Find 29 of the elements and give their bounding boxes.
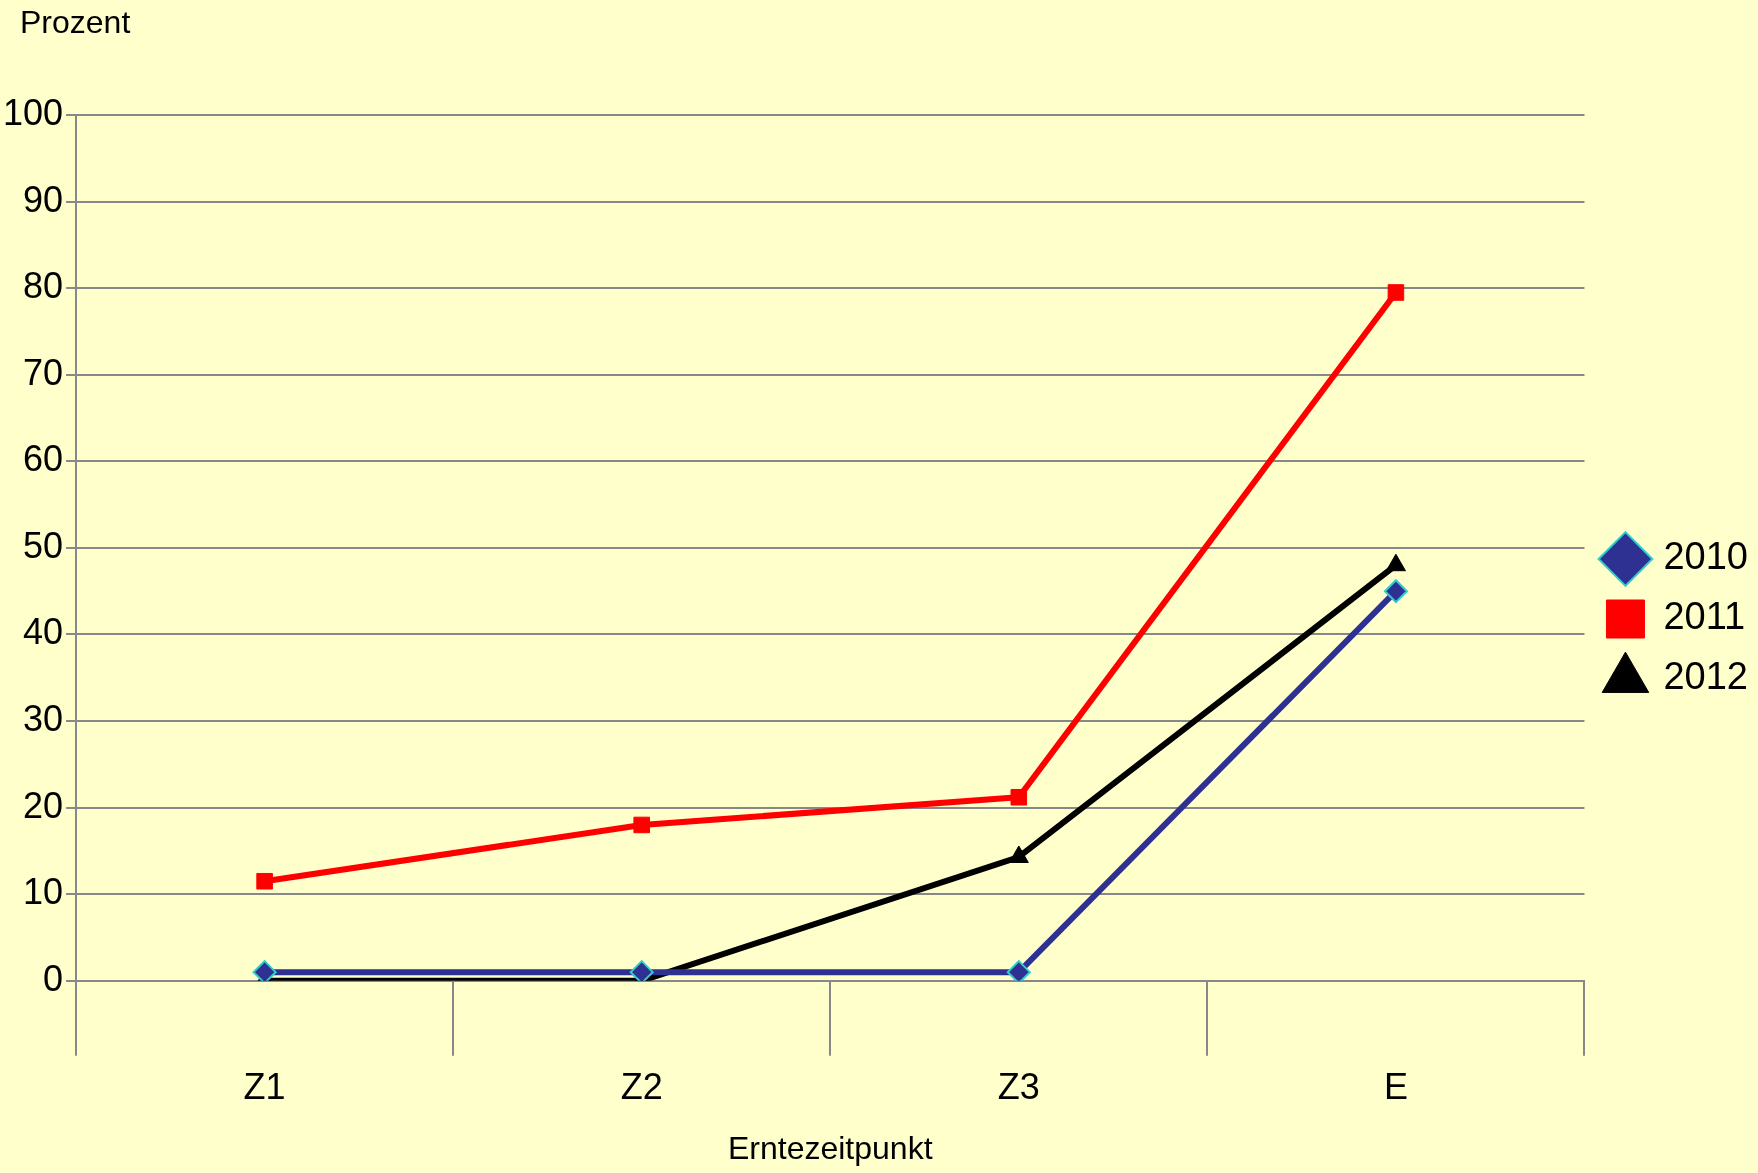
point — [1006, 960, 1031, 981]
point — [633, 816, 650, 834]
y-tick-label: 30 — [23, 697, 64, 739]
point — [629, 960, 654, 981]
y-tick-label: 100 — [2, 91, 64, 133]
point — [1387, 284, 1405, 301]
x-tick-label: Z2 — [620, 1066, 663, 1108]
point — [1383, 579, 1408, 604]
point — [252, 960, 277, 981]
y-tick-label: 70 — [23, 351, 64, 393]
y-tick-label: 60 — [23, 438, 64, 480]
point — [1010, 788, 1028, 806]
y-tick-label: 20 — [23, 784, 64, 826]
y-tick-label: 90 — [23, 178, 64, 220]
legend-label: 2012 — [1663, 655, 1749, 698]
x-tick-label: Z1 — [243, 1066, 286, 1108]
y-tick-label: 50 — [23, 524, 64, 566]
point — [256, 872, 273, 890]
legend-label: 2011 — [1663, 595, 1746, 638]
x-axis-title: Erntezeitpunkt — [727, 1129, 933, 1166]
x-tick-label: E — [1383, 1066, 1408, 1108]
y-tick-label: 0 — [43, 957, 64, 999]
y-tick-label: 10 — [23, 871, 64, 913]
point — [1008, 845, 1029, 863]
y-axis-title: Prozent — [20, 3, 131, 40]
legend-label: 2010 — [1663, 535, 1749, 578]
y-tick-label: 80 — [23, 265, 64, 307]
x-tick-label: Z3 — [997, 1066, 1040, 1108]
y-tick-label: 40 — [23, 611, 64, 653]
